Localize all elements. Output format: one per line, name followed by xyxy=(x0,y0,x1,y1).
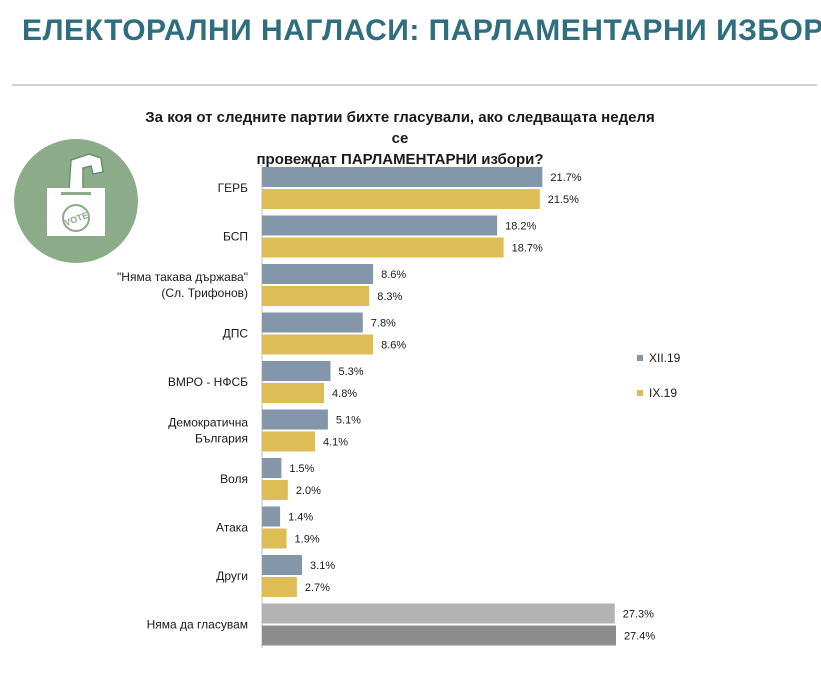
bar-ix19 xyxy=(262,577,297,597)
data-label: 27.4% xyxy=(624,631,655,643)
bar-xii19 xyxy=(262,603,615,624)
category-label: (Сл. Трифонов) xyxy=(161,286,248,300)
question-line-1: За коя от следните партии бихте гласувал… xyxy=(145,109,655,147)
category-label: България xyxy=(195,432,248,446)
title-divider xyxy=(12,84,817,86)
category-label: БСП xyxy=(223,230,248,244)
data-label: 8.6% xyxy=(381,269,406,281)
bar-xii19 xyxy=(262,555,303,575)
category-label: Воля xyxy=(220,472,248,486)
bar-ix19 xyxy=(262,334,374,355)
bar-ix19 xyxy=(262,237,504,258)
data-label: 27.3% xyxy=(623,609,654,621)
bar-xii19 xyxy=(262,215,498,236)
data-label: 7.8% xyxy=(371,318,396,330)
data-label: 5.3% xyxy=(338,366,363,378)
bar-ix19 xyxy=(262,431,315,452)
bar-ix19 xyxy=(262,625,617,646)
question-line-2: провеждат ПАРЛАМЕНТАРНИ избори? xyxy=(256,151,544,168)
legend-swatch xyxy=(637,390,643,396)
bar-ix19 xyxy=(262,383,325,403)
bar-ix19 xyxy=(262,286,370,306)
data-label: 1.4% xyxy=(288,512,313,524)
category-label: ГЕРБ xyxy=(218,181,249,195)
data-label: 21.7% xyxy=(550,172,581,184)
category-label: "Няма такава държава" xyxy=(117,270,248,284)
category-label: Няма да гласувам xyxy=(147,618,248,632)
data-label: 18.2% xyxy=(505,221,536,233)
legend-label: IX.19 xyxy=(649,386,677,400)
legend-swatch xyxy=(637,355,643,361)
category-label: Демократична xyxy=(168,416,248,430)
bar-xii19 xyxy=(262,506,281,527)
data-label: 3.1% xyxy=(310,560,335,572)
data-label: 5.1% xyxy=(336,415,361,427)
category-label: Други xyxy=(216,569,248,583)
data-label: 1.5% xyxy=(289,463,314,475)
vote-stamp-ring xyxy=(62,204,90,232)
bar-ix19 xyxy=(262,480,288,500)
bar-xii19 xyxy=(262,361,331,381)
data-label: 4.8% xyxy=(332,388,357,400)
data-label: 8.3% xyxy=(377,291,402,303)
bar-ix19 xyxy=(262,528,287,549)
data-label: 8.6% xyxy=(381,340,406,352)
bar-xii19 xyxy=(262,458,282,478)
bar-xii19 xyxy=(262,167,543,187)
data-label: 18.7% xyxy=(512,243,543,255)
bar-xii19 xyxy=(262,409,328,430)
ballot-slot xyxy=(61,192,91,195)
data-label: 1.9% xyxy=(295,534,320,546)
data-label: 2.7% xyxy=(305,582,330,594)
bar-xii19 xyxy=(262,312,363,333)
data-label: 2.0% xyxy=(296,485,321,497)
data-label: 21.5% xyxy=(548,194,579,206)
bar-ix19 xyxy=(262,189,540,209)
legend-label: XII.19 xyxy=(649,351,681,365)
ballot-box-body xyxy=(47,188,105,236)
data-label: 4.1% xyxy=(323,437,348,449)
category-label: ВМРО - НФСБ xyxy=(168,375,248,389)
category-label: Атака xyxy=(216,521,248,535)
category-label: ДПС xyxy=(223,327,249,341)
bar-xii19 xyxy=(262,264,374,284)
page-title: ЕЛЕКТОРАЛНИ НАГЛАСИ: ПАРЛАМЕНТАРНИ ИЗБОР… xyxy=(22,14,821,47)
ballot-box-icon: VOTE xyxy=(14,139,138,263)
chart-question: За коя от следните партии бихте гласувал… xyxy=(140,107,660,170)
